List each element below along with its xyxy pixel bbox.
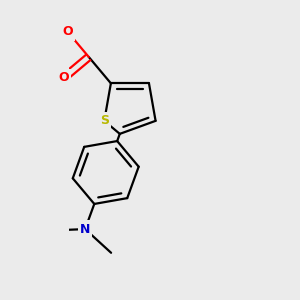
Text: S: S: [100, 114, 109, 127]
Text: N: N: [80, 223, 90, 236]
Text: O: O: [58, 71, 69, 85]
Text: O: O: [62, 26, 73, 38]
